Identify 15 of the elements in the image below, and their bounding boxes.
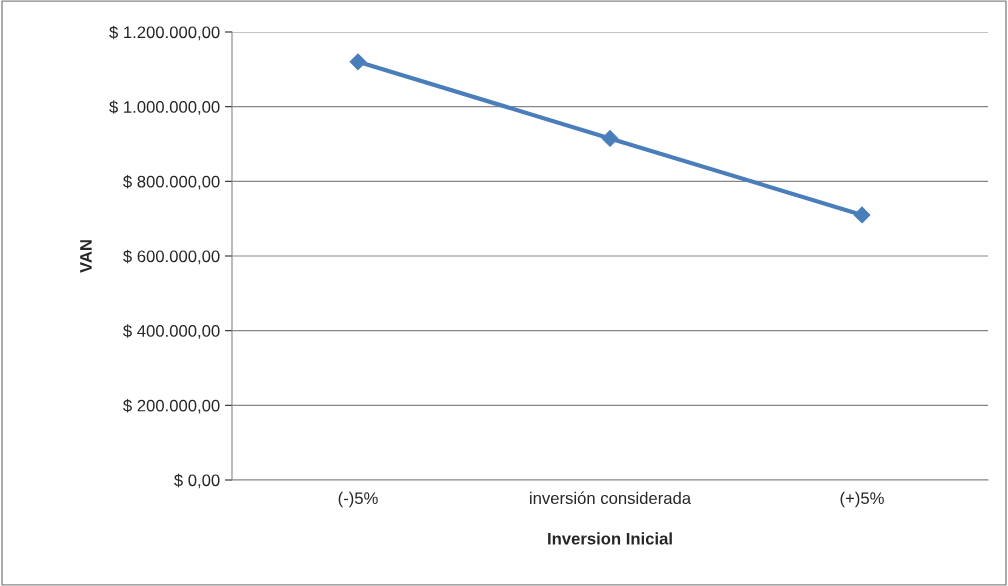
y-axis-title: VAN (80, 240, 92, 273)
x-tick-label: inversión considerada (530, 491, 692, 505)
point (601, 130, 619, 147)
y-tick-label: $ 800.000,00 (123, 175, 220, 190)
y-tick-label: $ 200.000,00 (123, 399, 220, 414)
x-axis-title: Inversion Inicial (548, 532, 672, 545)
y-tick-label: $ 1.200.000,00 (109, 25, 220, 41)
x-tick-label: (-)5% (338, 491, 378, 508)
y-tick-label: $ 600.000,00 (123, 249, 220, 265)
point (853, 206, 871, 224)
y-tick-label: $ 1.000.000,00 (109, 100, 220, 115)
y-tick-label: $ 400.000,00 (123, 324, 220, 339)
x-tick-label: (+)5% (840, 491, 884, 508)
point (349, 53, 367, 71)
y-tick-label: $ 0,00 (174, 473, 220, 489)
